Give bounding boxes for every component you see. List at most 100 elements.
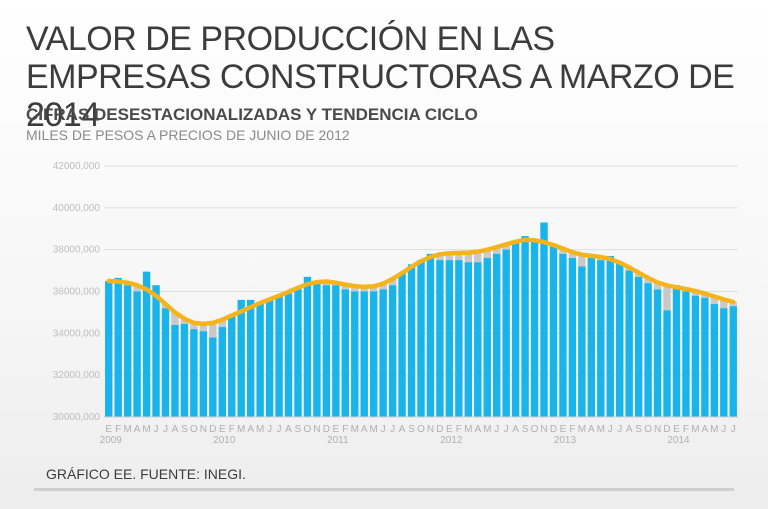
trend-gap [493,247,501,254]
year-tick-label: 2011 [327,435,349,446]
trend-gap [445,253,454,261]
bar [587,255,596,417]
bar [161,308,170,417]
bar [729,306,737,417]
bar [313,283,321,417]
month-tick-label: N [654,424,661,435]
bar [209,337,217,417]
bar [568,258,577,417]
month-tick-label: S [408,424,415,435]
month-tick-label: O [304,424,312,435]
month-tick-label: A [285,424,292,435]
trend-gap [653,282,662,290]
trend-gap [436,254,444,261]
month-tick-label: A [361,424,368,435]
month-tick-label: S [522,424,529,435]
bar [682,291,690,417]
month-tick-label: A [134,424,141,435]
bar [190,329,198,417]
month-tick-label: F [683,424,689,435]
bar [511,243,520,417]
month-tick-label: E [332,424,339,435]
month-tick-label: M [370,424,378,435]
month-tick-label: D [550,424,557,435]
month-tick-label: M [464,424,472,435]
bar [663,310,671,417]
month-tick-label: E [219,424,226,435]
month-tick-label: S [635,424,642,435]
month-tick-label: A [512,424,519,435]
bar [653,289,662,417]
month-tick-label: O [531,424,539,435]
month-tick-label: E [105,424,112,435]
month-tick-label: F [115,424,121,435]
bar [237,299,245,417]
trend-gap [464,252,473,263]
bar [246,299,255,417]
bar [530,241,539,417]
y-tick-label: 40000,000 [53,203,101,214]
month-tick-label: J [381,424,386,435]
month-tick-label: E [446,424,453,435]
bar [275,295,283,417]
month-tick-label: J [154,424,159,435]
bar [540,222,548,417]
bar [322,285,331,417]
bar [133,291,141,417]
month-tick-label: O [190,424,198,435]
month-tick-label: J [163,424,168,435]
month-tick-label: F [456,424,462,435]
year-tick-label: 2013 [554,435,577,446]
month-tick-label: F [569,424,575,435]
month-tick-label: A [626,424,633,435]
bar [625,270,633,417]
year-tick-label: 2010 [213,435,236,446]
month-tick-label: A [247,424,254,435]
bar [351,291,359,417]
month-tick-label: M [483,424,491,435]
bar [616,262,624,417]
month-tick-label: A [172,424,179,435]
y-axis-units-label: MILES DE PESOS A PRECIOS DE JUNIO DE 201… [26,127,350,143]
trend-gap [351,286,359,292]
trend-gap [180,318,189,324]
trend-line [106,237,736,327]
month-tick-label: A [588,424,595,435]
month-tick-label: J [608,424,613,435]
month-tick-label: F [342,424,348,435]
trend-gap [483,249,491,259]
bar [559,253,567,417]
month-tick-label: A [702,424,709,435]
trend-gap [644,277,652,284]
month-tick-label: E [673,424,680,435]
footer-bar: GRÁFICO EE. FUENTE: INEGI. [34,462,734,491]
month-tick-label: J [494,424,499,435]
bar [597,260,605,417]
bar [493,253,501,417]
y-tick-label: 38000,000 [53,245,101,256]
bar [445,260,454,417]
month-tick-label: D [436,424,443,435]
month-tick-label: M [142,424,150,435]
trend-gap [578,254,586,267]
month-tick-label: J [617,424,622,435]
month-tick-label: O [417,424,425,435]
bar [388,285,397,417]
bar [379,289,387,417]
bar [114,277,122,417]
bar [407,264,416,417]
bar [710,304,719,417]
month-tick-label: M [256,424,264,435]
bar [606,255,614,417]
bar [549,245,558,417]
bar [474,262,482,417]
chart-title: VALOR DE PRODUCCIÓN EN LAS EMPRESAS CONS… [26,20,735,134]
month-tick-label: O [644,424,652,435]
bar [180,323,189,417]
trend-gap [455,253,463,261]
bar [436,260,444,417]
bar [521,236,529,417]
y-tick-label: 34000,000 [53,328,101,339]
trend-gap [133,285,141,292]
